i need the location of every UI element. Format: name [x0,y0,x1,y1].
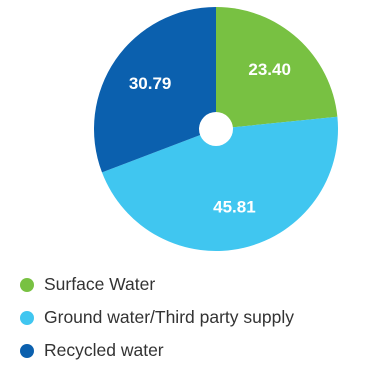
legend-item: Surface Water [20,268,294,301]
data-label: 30.79 [129,74,172,93]
data-label: 45.81 [213,197,256,216]
legend-label: Surface Water [44,274,155,295]
legend-swatch [20,344,34,358]
data-label: 23.40 [248,60,291,79]
legend-item: Ground water/Third party supply [20,301,294,334]
legend-label: Recycled water [44,340,164,361]
legend-swatch [20,278,34,292]
legend-swatch [20,311,34,325]
legend-label: Ground water/Third party supply [44,307,294,328]
legend: Surface Water Ground water/Third party su… [20,268,294,367]
pie-chart: 23.40 45.81 30.79 [0,0,379,260]
legend-item: Recycled water [20,334,294,367]
donut-hole [199,112,233,146]
